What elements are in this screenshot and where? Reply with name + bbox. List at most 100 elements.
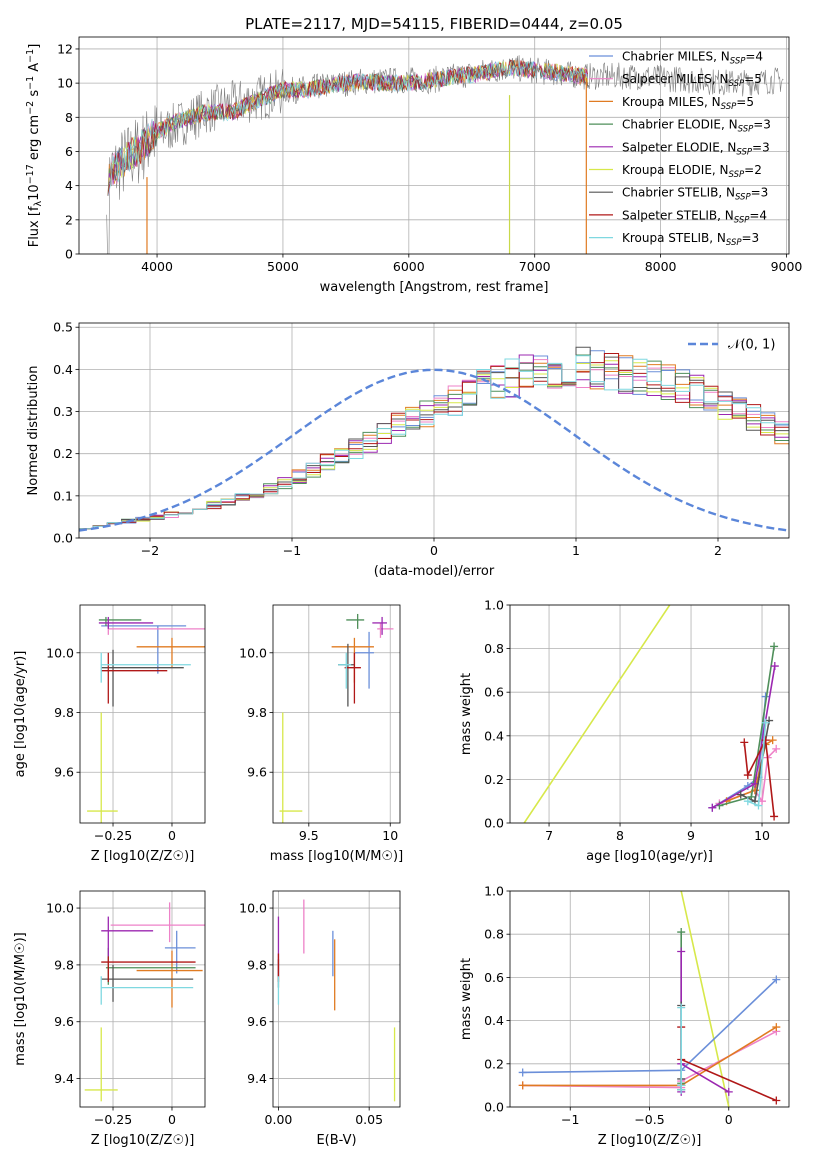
- legend-label: Kroupa ELODIE, NSSP=2: [622, 163, 762, 180]
- plot-area: [106, 55, 784, 254]
- x-tick-label: −0.5: [634, 1112, 664, 1127]
- x-tick-label: 9.5: [299, 828, 319, 843]
- y-tick-label: 9.8: [54, 705, 74, 720]
- x-tick-label: 8000: [645, 259, 677, 274]
- gaussian-curve: [79, 368, 789, 532]
- plot-area: [523, 605, 781, 823]
- panel-3: −0.25 0 9.6 9.8 10.0 Z [log10(Z/Z☉)] age [log1…: [13, 604, 206, 864]
- y-tick-label: 1.0: [484, 884, 504, 899]
- y-tick-label: 0.1: [53, 488, 73, 503]
- x-tick-label: 9000: [771, 259, 803, 274]
- x-axis-label: (data-model)/error: [374, 564, 495, 579]
- panel-4: 9.5 10 9.6 9.8 10.0 mass [log10(M/M☉)]: [239, 604, 403, 864]
- x-axis-label: Z [log10(Z/Z☉)]: [91, 1133, 195, 1148]
- y-tick-label: 0.6: [484, 970, 504, 985]
- mass-weight-marker: [770, 662, 779, 671]
- x-tick-label: 0: [430, 543, 438, 558]
- x-tick-label: −1: [283, 543, 301, 558]
- y-tick-label: 10.0: [46, 645, 74, 660]
- mass-weight-marker: [743, 797, 752, 806]
- y-axis-label: mass weight: [459, 958, 474, 1040]
- mass-weight-marker: [768, 736, 777, 745]
- legend-label: Chabrier ELODIE, NSSP=3: [622, 118, 771, 135]
- mass-weight-line: [680, 891, 730, 1107]
- y-tick-label: 0: [65, 247, 73, 262]
- legend-label: Chabrier STELIB, NSSP=3: [622, 186, 768, 203]
- y-tick-label: 4: [65, 178, 73, 193]
- x-tick-label: 1: [572, 543, 580, 558]
- x-tick-label: 0: [168, 828, 176, 843]
- y-tick-label: 9.8: [247, 705, 267, 720]
- y-tick-label: 0.8: [484, 641, 504, 656]
- mass-weight-marker: [677, 1085, 686, 1094]
- residual-histogram-step: [79, 354, 789, 530]
- y-tick-label: 0.4: [484, 1013, 504, 1028]
- plot-area: [79, 346, 789, 532]
- x-tick-label: 6000: [393, 259, 425, 274]
- x-tick-label: 0.05: [355, 1112, 383, 1127]
- y-tick-label: 0.0: [53, 531, 73, 546]
- x-tick-label: 2: [714, 543, 722, 558]
- legend-label: Salpeter MILES, NSSP=5: [622, 72, 762, 89]
- mass-weight-line: [743, 737, 775, 817]
- x-tick-label: 9: [687, 828, 695, 843]
- legend-label: Kroupa MILES, NSSP=5: [622, 95, 754, 112]
- x-tick-label: 0: [168, 1112, 176, 1127]
- mass-weight-marker: [761, 736, 770, 745]
- y-tick-label: 12: [57, 41, 73, 56]
- x-axis-label: mass [log10(M/M☉)]: [270, 849, 403, 864]
- y-tick-label: 9.4: [247, 1071, 267, 1086]
- mass-weight-marker: [736, 790, 745, 799]
- residual-histogram-step: [79, 354, 789, 530]
- x-axis-label: E(B-V): [316, 1133, 356, 1148]
- y-tick-label: 0.2: [53, 446, 73, 461]
- y-tick-label: 9.6: [54, 765, 74, 780]
- mass-weight-marker: [677, 947, 686, 956]
- x-tick-label: 10: [382, 828, 398, 843]
- y-tick-label: 9.6: [247, 765, 267, 780]
- chart-title: PLATE=2117, MJD=54115, FIBERID=0444, z=0…: [245, 15, 623, 33]
- x-axis-label: Z [log10(Z/Z☉)]: [598, 1133, 702, 1148]
- y-tick-label: 0.0: [484, 1100, 504, 1115]
- x-axis-label: Z [log10(Z/Z☉)]: [91, 849, 195, 864]
- y-axis-label: mass [log10(M/M☉)]: [13, 932, 28, 1065]
- mass-weight-marker: [761, 718, 770, 727]
- y-axis-label: Flux [fλ10−17 erg cm−2 s−1 A−1]: [25, 44, 44, 248]
- y-tick-label: 0.0: [484, 816, 504, 831]
- y-tick-label: 10.0: [46, 901, 74, 916]
- y-tick-label: 0.2: [484, 1056, 504, 1071]
- panel-5: 7 8 9 10 0.0 0.2 0.4 0.6 0.8 1.0 age [log10(age/yr…: [459, 598, 790, 864]
- mass-weight-line: [523, 605, 671, 823]
- x-tick-label: 5000: [267, 259, 299, 274]
- y-tick-label: 10: [57, 76, 73, 91]
- panel-1: PLATE=2117, MJD=54115, FIBERID=0444, z=0…: [25, 15, 802, 295]
- residual-histogram-step: [79, 350, 789, 530]
- y-tick-label: 8: [65, 110, 73, 125]
- legend-label: 𝒩(0, 1): [728, 338, 775, 353]
- mass-weight-marker: [740, 738, 749, 747]
- y-tick-label: 9.6: [247, 1014, 267, 1029]
- mass-weight-marker: [772, 1023, 781, 1032]
- y-tick-label: 6: [65, 144, 73, 159]
- x-tick-label: 0: [725, 1112, 733, 1127]
- x-tick-label: 10: [754, 828, 770, 843]
- axes-frame: [78, 36, 790, 255]
- y-tick-label: 2: [65, 212, 73, 227]
- mass-weight-marker: [724, 1087, 733, 1096]
- plot-area: [84, 902, 205, 1102]
- y-tick-label: 9.4: [54, 1071, 74, 1086]
- x-tick-label: 8: [616, 828, 624, 843]
- mass-weight-marker: [518, 1068, 527, 1077]
- y-tick-label: 0.5: [53, 320, 73, 335]
- y-tick-label: 0.3: [53, 404, 73, 419]
- y-tick-label: 0.4: [53, 362, 73, 377]
- mass-weight-marker: [772, 1096, 781, 1105]
- residual-histogram-step: [79, 346, 789, 530]
- axes-frame: [509, 604, 790, 824]
- x-tick-label: 7000: [519, 259, 551, 274]
- y-tick-label: 9.6: [54, 1014, 74, 1029]
- mass-weight-marker: [772, 975, 781, 984]
- axes-frame: [79, 604, 206, 824]
- panel-6: −0.25 0 9.4 9.6 9.8 10.0 Z [log10(Z/Z☉)] mass […: [13, 890, 206, 1148]
- y-tick-label: 10.0: [239, 901, 267, 916]
